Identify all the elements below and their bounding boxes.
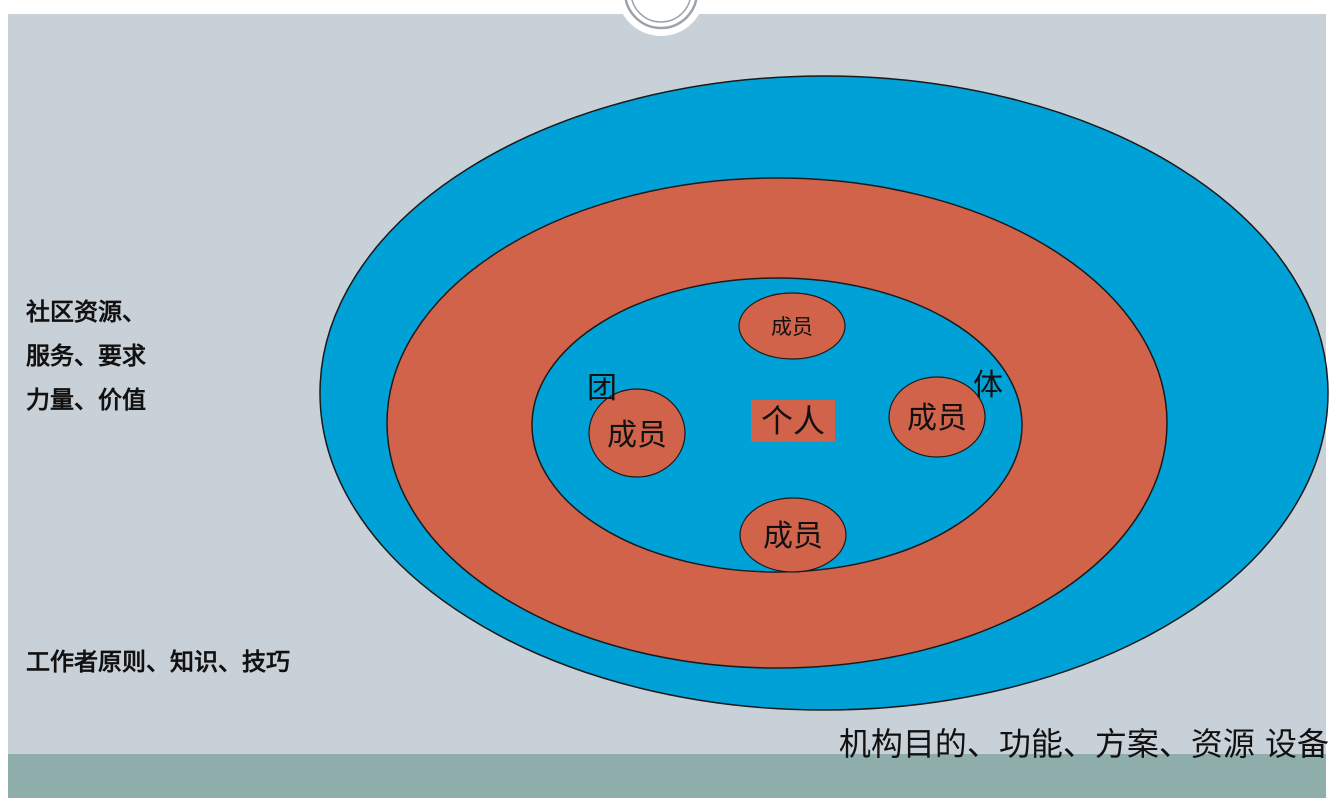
community-line-3: 力量、价值 xyxy=(26,386,146,414)
community-line-2: 服务、要求 xyxy=(26,342,146,370)
member-circle-bottom xyxy=(739,497,847,573)
member-circle-top xyxy=(738,292,846,360)
footer-bar xyxy=(8,754,1326,798)
member-label-left: 成员 xyxy=(607,418,667,453)
top-ring-ornament xyxy=(617,0,705,36)
agency-label: 机构目的、功能、方案、资源 设备 xyxy=(838,725,1329,763)
community-line-1: 社区资源、 xyxy=(26,298,146,326)
member-label-right: 成员 xyxy=(907,401,967,436)
member-label-top: 成员 xyxy=(771,315,813,339)
worker-label: 工作者原则、知识、技巧 xyxy=(26,648,290,676)
member-circle-right xyxy=(888,376,986,458)
member-label-bottom: 成员 xyxy=(763,519,823,554)
group-char-right: 体 xyxy=(973,368,1003,403)
individual-label: 个人 xyxy=(761,402,825,440)
individual-box xyxy=(751,400,835,442)
group-char-left: 团 xyxy=(587,371,617,406)
community-labels: 社区资源、 服务、要求 力量、价值 xyxy=(26,290,146,422)
member-circle-left xyxy=(588,388,686,478)
